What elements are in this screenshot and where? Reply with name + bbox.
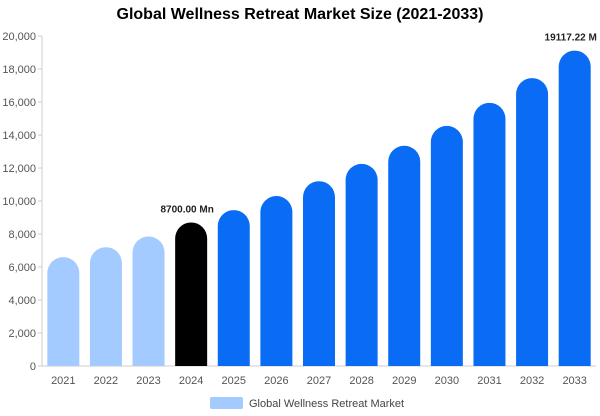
y-tick-label: 16,000	[2, 97, 36, 109]
x-tick-label: 2025	[222, 375, 246, 387]
bar-2021	[47, 257, 80, 366]
x-tick-label: 2030	[435, 375, 459, 387]
bar-2025	[217, 210, 250, 366]
legend-swatch	[210, 397, 243, 409]
x-tick-label: 2021	[51, 375, 75, 387]
bar-2028	[345, 163, 378, 366]
y-tick-label: 8,000	[8, 229, 36, 241]
bar-2027	[303, 181, 335, 366]
x-tick-label: 2023	[136, 375, 160, 387]
x-tick-label: 2028	[349, 375, 373, 387]
data-label: 8700.00 Mn	[160, 204, 213, 215]
y-tick-label: 14,000	[2, 130, 36, 142]
x-tick-label: 2027	[307, 375, 331, 387]
x-tick-label: 2026	[264, 375, 288, 387]
x-tick-label: 2031	[477, 375, 501, 387]
y-tick-label: 18,000	[2, 64, 36, 76]
bar-2029	[388, 145, 421, 366]
x-tick-label: 2029	[392, 375, 416, 387]
y-tick-label: 10,000	[2, 196, 36, 208]
bar-2026	[260, 196, 293, 366]
y-tick-label: 12,000	[2, 163, 36, 175]
y-tick-label: 6,000	[8, 262, 36, 274]
bar-2022	[89, 247, 122, 366]
y-tick-label: 2,000	[8, 328, 36, 340]
y-tick-label: 0	[30, 361, 36, 373]
chart-title: Global Wellness Retreat Market Size (202…	[116, 6, 484, 23]
bar-2030	[430, 125, 463, 366]
bar-2032	[516, 78, 549, 366]
data-label: 19117.22 M	[545, 33, 597, 44]
x-tick-label: 2022	[94, 375, 118, 387]
bar-2031	[473, 102, 506, 366]
x-tick-label: 2024	[179, 375, 203, 387]
y-tick-label: 4,000	[8, 295, 36, 307]
bar-2024	[175, 222, 208, 366]
legend-label: Global Wellness Retreat Market	[249, 398, 404, 410]
x-tick-label: 2032	[520, 375, 544, 387]
y-tick-label: 20,000	[2, 31, 36, 43]
x-tick-label: 2033	[562, 375, 586, 387]
bar-2023	[132, 236, 165, 366]
bar-2033	[558, 50, 591, 367]
